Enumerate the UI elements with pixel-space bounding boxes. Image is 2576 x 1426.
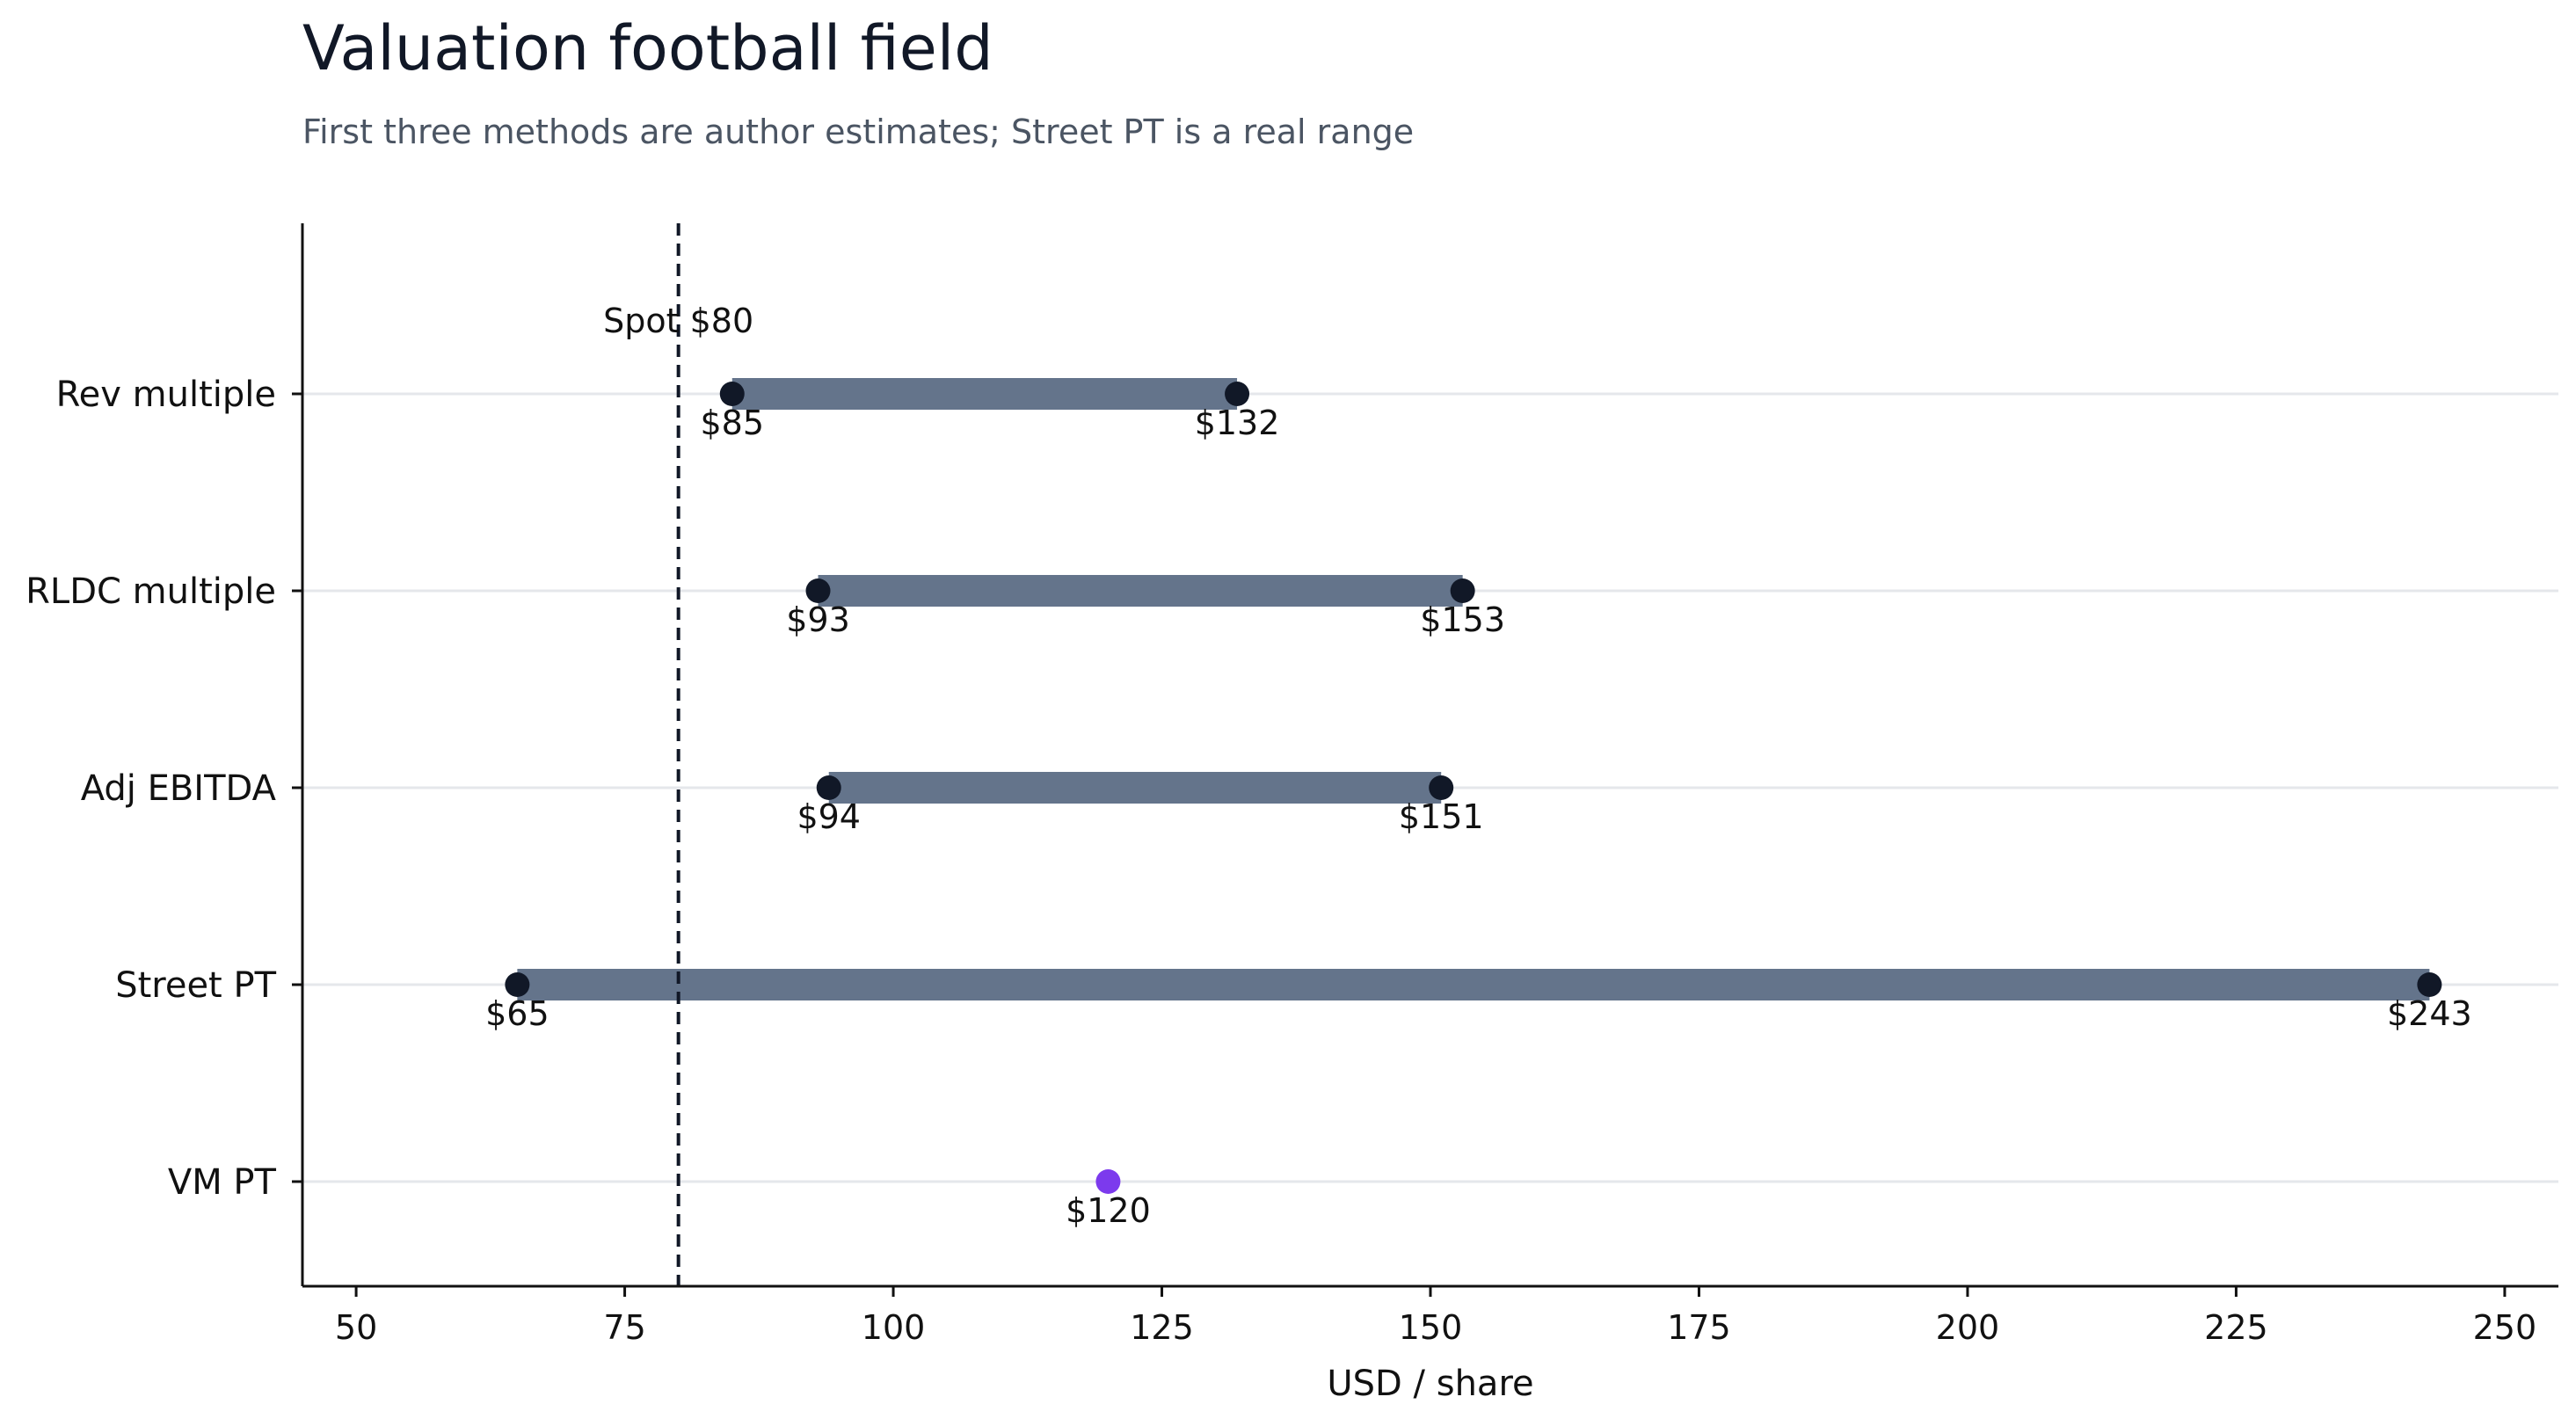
high-label-adj-ebitda: $151 <box>1399 797 1484 836</box>
low-label-rev-multiple: $85 <box>700 404 764 442</box>
range-bar-street-pt <box>517 969 2430 1000</box>
high-point-adj-ebitda <box>1429 775 1454 800</box>
category-label-adj-ebitda: Adj EBITDA <box>81 768 277 809</box>
low-label-adj-ebitda: $94 <box>797 797 861 836</box>
x-tick-label-125: 125 <box>1130 1308 1194 1347</box>
low-point-adj-ebitda <box>816 775 841 800</box>
category-label-rldc-multiple: RLDC multiple <box>25 571 276 612</box>
endpoints <box>505 382 2442 1194</box>
high-label-rev-multiple: $132 <box>1195 404 1280 442</box>
low-label-street-pt: $65 <box>485 994 549 1033</box>
x-tick-label-75: 75 <box>603 1308 645 1347</box>
chart-subtitle: First three methods are author estimates… <box>302 113 1415 151</box>
high-point-rev-multiple <box>1225 382 1250 406</box>
high-point-street-pt <box>2417 972 2442 997</box>
value-labels: $85 $132 $93 $153 $94 $151 $65 $243 $120 <box>485 404 2472 1230</box>
category-label-vm-pt: VM PT <box>168 1162 277 1203</box>
spot-reference-label: Spot $80 <box>603 302 753 340</box>
x-tick-label-200: 200 <box>1936 1308 2000 1347</box>
high-point-rldc-multiple <box>1450 578 1475 603</box>
category-label-street-pt: Street PT <box>115 965 276 1006</box>
x-tick-label-175: 175 <box>1667 1308 1731 1347</box>
category-label-rev-multiple: Rev multiple <box>56 375 276 415</box>
reference-line-group: Spot $80 <box>603 223 753 1286</box>
range-bars <box>517 378 2430 1000</box>
value-label-vm-pt: $120 <box>1066 1191 1151 1230</box>
high-label-street-pt: $243 <box>2387 994 2472 1033</box>
low-label-rldc-multiple: $93 <box>786 600 850 639</box>
high-label-rldc-multiple: $153 <box>1420 600 1505 639</box>
low-point-rldc-multiple <box>805 578 831 603</box>
axes: Rev multiple RLDC multiple Adj EBITDA Stree… <box>25 223 2558 1404</box>
x-tick-label-225: 225 <box>2204 1308 2268 1347</box>
low-point-rev-multiple <box>719 382 745 406</box>
range-bar-adj-ebitda <box>828 772 1442 804</box>
x-tick-label-250: 250 <box>2473 1308 2537 1347</box>
x-axis-title: USD / share <box>1327 1364 1533 1404</box>
x-tick-label-50: 50 <box>335 1308 377 1347</box>
point-vm-pt <box>1095 1169 1121 1194</box>
x-tick-label-100: 100 <box>862 1308 926 1347</box>
range-bar-rev-multiple <box>731 378 1238 410</box>
chart-title: Valuation football field <box>302 12 993 84</box>
range-bar-rldc-multiple <box>818 575 1463 607</box>
low-point-street-pt <box>505 972 530 997</box>
x-tick-label-150: 150 <box>1399 1308 1463 1347</box>
